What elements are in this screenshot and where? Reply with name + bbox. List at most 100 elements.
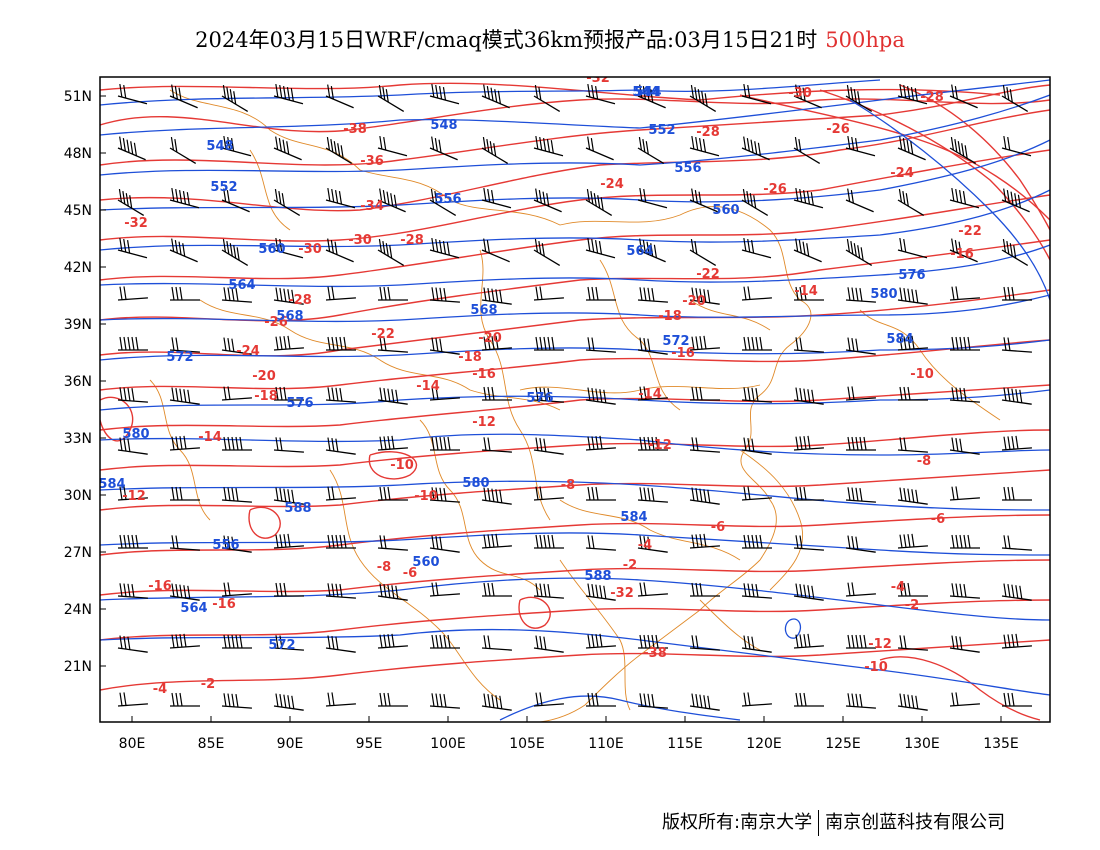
wind-barb <box>117 136 146 161</box>
wind-barb <box>170 486 200 501</box>
wind-barb <box>429 287 460 303</box>
wind-barb <box>325 187 356 209</box>
temperature-contour <box>100 84 1050 166</box>
temperature-label: -38 <box>343 122 367 137</box>
temperature-label: -2 <box>201 677 215 692</box>
wind-barb <box>326 336 356 351</box>
wind-barb <box>377 435 408 451</box>
wind-barb <box>950 534 980 549</box>
border-line <box>559 499 741 561</box>
wind-barb <box>273 635 304 651</box>
temperature-label: -8 <box>561 478 575 493</box>
wind-barb <box>274 386 304 401</box>
wind-barb <box>429 386 460 401</box>
wind-barb <box>377 633 408 649</box>
geopotential-contour <box>100 94 1050 176</box>
wind-barb <box>741 583 772 599</box>
wind-barb <box>1001 188 1030 213</box>
wind-barb <box>221 287 252 303</box>
wind-barb <box>169 84 198 109</box>
geopotential-contour <box>100 433 1050 456</box>
wind-barb <box>481 487 512 505</box>
wind-barb <box>897 83 928 105</box>
wind-barb <box>689 84 717 113</box>
temperature-label: -6 <box>931 512 945 527</box>
wind-barb <box>1001 135 1032 157</box>
wind-barb <box>585 337 616 353</box>
wind-barb <box>637 238 666 263</box>
wind-barb <box>118 534 148 549</box>
temperature-label: -26 <box>826 122 850 137</box>
wind-barb <box>533 486 564 501</box>
lon-tick-label: 135E <box>983 736 1019 752</box>
wind-barb <box>326 534 356 549</box>
wind-barb <box>793 238 822 263</box>
wind-barb <box>221 135 252 157</box>
wind-barb <box>689 487 720 505</box>
wind-barb <box>378 286 408 301</box>
wind-barb <box>377 535 408 551</box>
geopotential-contour <box>100 244 1050 288</box>
geopotential-label: 560 <box>412 555 439 570</box>
geopotential-label: 588 <box>284 501 311 516</box>
wind-barb <box>950 336 980 351</box>
lat-tick-label: 48N <box>64 146 92 162</box>
lat-tick-label: 39N <box>64 317 92 333</box>
wind-barb <box>221 535 252 553</box>
temperature-contour <box>100 396 134 442</box>
temperature-label: -18 <box>658 309 682 324</box>
wind-barb <box>637 693 668 709</box>
geopotential-label: 568 <box>276 309 303 324</box>
wind-barb <box>325 635 356 653</box>
wind-barb <box>845 337 876 355</box>
geopotential-contour <box>100 628 1050 696</box>
wind-barb <box>481 136 509 165</box>
geopotential-label: 556 <box>212 538 239 553</box>
wind-barb <box>377 135 408 157</box>
wind-barb <box>533 692 564 707</box>
wind-barb <box>170 286 200 301</box>
geopotential-label: 544 <box>632 85 659 100</box>
temperature-label: -14 <box>198 430 222 445</box>
wind-barb <box>637 582 668 597</box>
geopotential-label: 560 <box>258 242 285 257</box>
wind-barb <box>585 535 616 551</box>
lon-tick-label: 125E <box>825 736 861 752</box>
wind-barb <box>689 693 720 711</box>
wind-barb <box>481 437 512 453</box>
temperature-contour <box>100 194 1050 281</box>
wind-barb <box>793 535 824 551</box>
wind-barb <box>741 692 772 707</box>
map-title: 2024年03月15日WRF/cmaq模式36km预报产品:03月15日21时 5… <box>0 24 1100 54</box>
wind-barb <box>1001 84 1029 113</box>
lat-axis: 51N 48N 45N 42N 39N 36N 33N 30N 27N 24N 21N <box>64 89 106 675</box>
wind-barb <box>169 136 197 165</box>
wind-barb <box>637 386 668 401</box>
border-line <box>739 449 804 591</box>
wind-barb <box>482 386 512 401</box>
temperature-label: -20 <box>682 294 706 309</box>
temperature-contour <box>879 656 1041 721</box>
map-plot-area: -32-38-36-34-32-30 -28-28-26-24-22-20-18-… <box>100 77 1050 722</box>
temperature-label: -20 <box>478 331 502 346</box>
geopotential-label: 568 <box>470 303 497 318</box>
wind-barb <box>690 386 720 401</box>
geopotential-contour <box>100 480 1050 511</box>
wind-barb <box>637 337 668 355</box>
wind-barb <box>273 287 304 305</box>
geopotential-label: 552 <box>648 123 675 138</box>
wind-barb <box>1002 286 1032 301</box>
temperature-label: -16 <box>950 247 974 262</box>
wind-barb <box>117 437 148 455</box>
wind-barb <box>377 337 408 353</box>
wind-barb <box>325 692 356 707</box>
wind-barb <box>429 237 460 259</box>
geopotential-contour <box>784 618 802 639</box>
wind-barb <box>274 582 304 597</box>
wind-barb <box>949 437 980 455</box>
wind-barb <box>429 136 458 161</box>
wind-barb <box>430 436 460 451</box>
temperature-contour <box>819 89 1050 261</box>
lat-tick-label: 30N <box>64 488 92 504</box>
wind-barb <box>793 84 822 109</box>
